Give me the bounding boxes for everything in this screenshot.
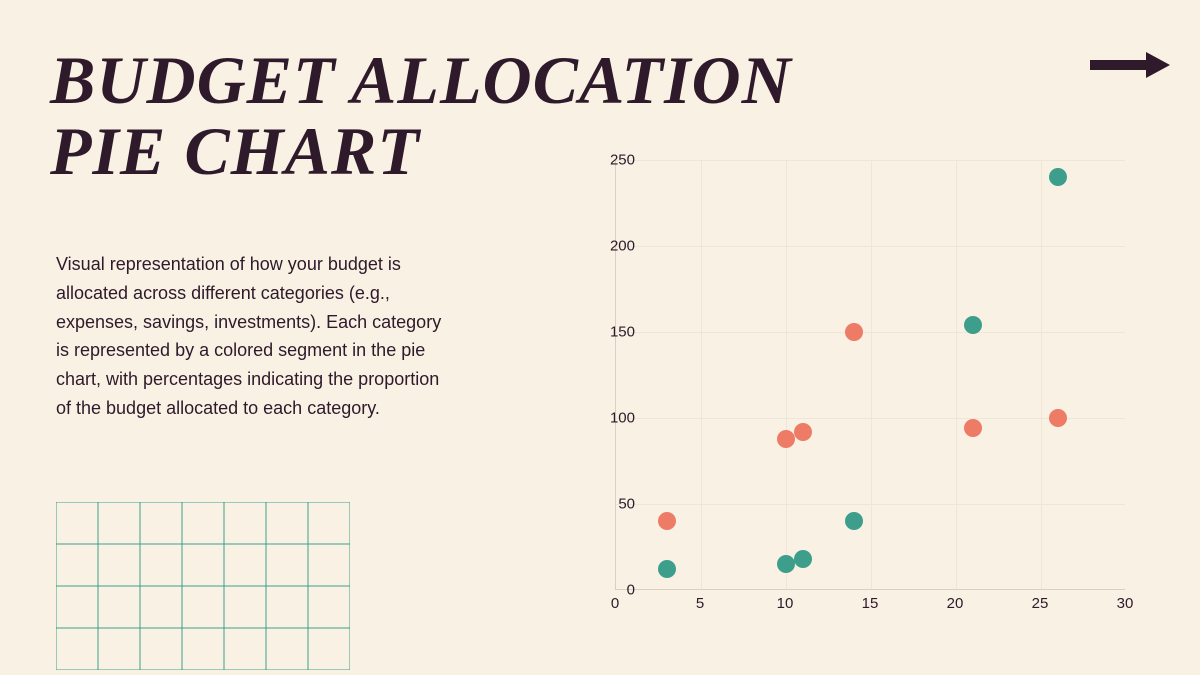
plot-area: [615, 160, 1125, 590]
grid-line-v: [786, 160, 787, 589]
grid-line-h: [616, 246, 1125, 247]
grid-line-v: [1041, 160, 1042, 589]
decorative-grid: [56, 502, 350, 675]
x-tick-label: 25: [1032, 595, 1049, 612]
description-text: Visual representation of how your budget…: [56, 250, 456, 423]
grid-line-h: [616, 332, 1125, 333]
y-tick-label: 200: [595, 238, 635, 255]
data-point: [1049, 168, 1067, 186]
data-point: [794, 550, 812, 568]
y-tick-label: 250: [595, 152, 635, 169]
scatter-chart: 051015202530050100150200250: [555, 150, 1155, 630]
data-point: [845, 512, 863, 530]
data-point: [845, 323, 863, 341]
data-point: [1049, 409, 1067, 427]
data-point: [794, 423, 812, 441]
next-arrow-icon[interactable]: [1090, 50, 1170, 85]
title-line1: BUDGET ALLOCATION: [50, 42, 792, 118]
y-tick-label: 100: [595, 410, 635, 427]
grid-line-h: [616, 504, 1125, 505]
x-tick-label: 10: [777, 595, 794, 612]
x-tick-label: 15: [862, 595, 879, 612]
x-tick-label: 5: [696, 595, 704, 612]
y-tick-label: 150: [595, 324, 635, 341]
grid-line-h: [616, 160, 1125, 161]
grid-line-v: [871, 160, 872, 589]
data-point: [658, 512, 676, 530]
data-point: [964, 419, 982, 437]
x-tick-label: 30: [1117, 595, 1134, 612]
y-tick-label: 50: [595, 496, 635, 513]
y-tick-label: 0: [595, 582, 635, 599]
x-tick-label: 20: [947, 595, 964, 612]
data-point: [777, 555, 795, 573]
grid-line-v: [956, 160, 957, 589]
grid-line-v: [701, 160, 702, 589]
data-point: [964, 316, 982, 334]
data-point: [777, 430, 795, 448]
title-line2: PIE CHART: [50, 113, 420, 189]
data-point: [658, 560, 676, 578]
